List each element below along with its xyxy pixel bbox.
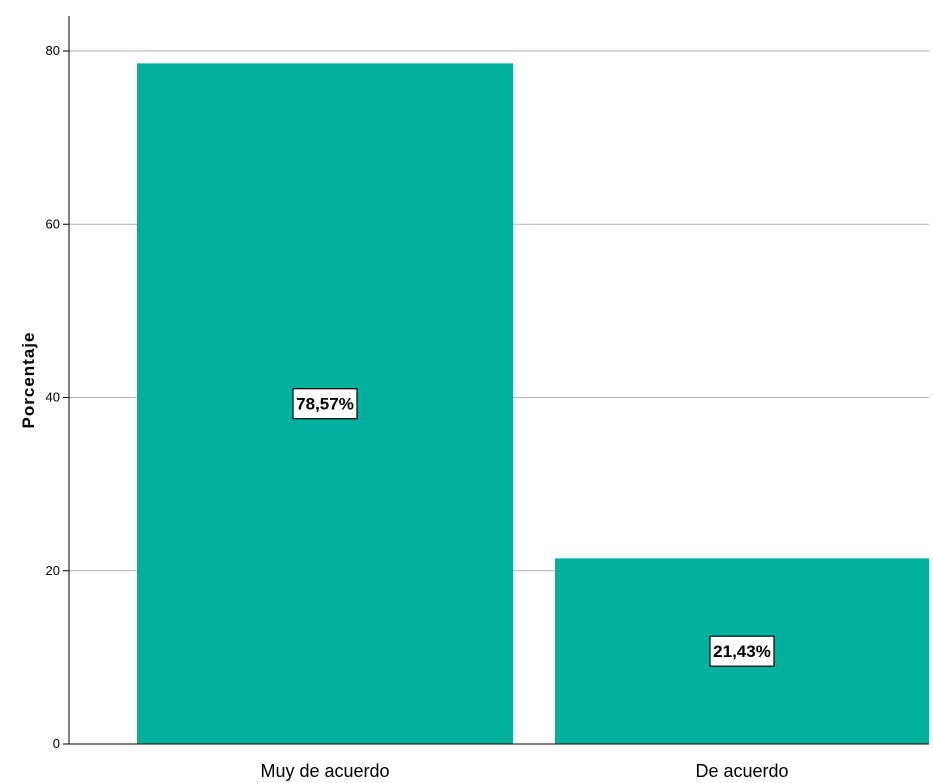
y-tick-label: 80: [46, 43, 60, 58]
data-label-box: [292, 388, 358, 420]
category-label: Muy de acuerdo: [260, 761, 389, 781]
data-label-text: 21,43%: [713, 642, 771, 661]
y-tick-label: 20: [46, 563, 60, 578]
axes: [63, 16, 929, 745]
category-label: De acuerdo: [695, 761, 788, 781]
data-label-text: 78,57%: [296, 395, 354, 414]
data-label-box: [709, 635, 775, 667]
bars: [137, 63, 929, 744]
data-label: 78,57%: [292, 388, 358, 420]
category-labels: Muy de acuerdo De acuerdo: [260, 761, 788, 781]
data-labels: 78,57% 21,43%: [292, 388, 775, 667]
y-tick-label: 60: [46, 216, 60, 231]
y-tick-labels: 0 20 40 60 80: [46, 43, 60, 751]
data-label: 21,43%: [709, 635, 775, 667]
y-tick-label: 40: [46, 390, 60, 405]
y-tick-label: 0: [53, 736, 60, 751]
y-axis-title: Porcentaje: [19, 332, 38, 429]
